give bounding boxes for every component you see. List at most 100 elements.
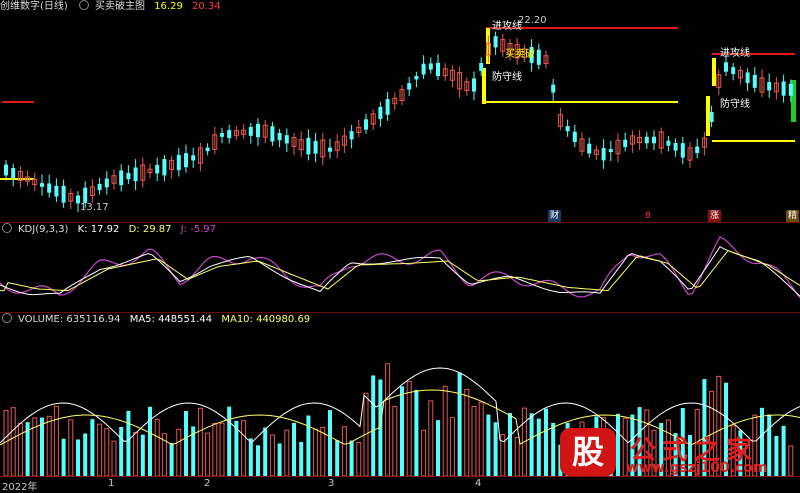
candle-body (709, 112, 714, 122)
kdj-d-value: D: 29.87 (128, 224, 172, 235)
candle-body (658, 131, 664, 149)
axis-label-mar: 3 (328, 478, 335, 489)
candle-body (421, 63, 426, 75)
candle-body (40, 183, 44, 187)
volume-bar (3, 410, 9, 476)
volume-bar (688, 434, 692, 476)
volume-value: VOLUME: 635116.94 (18, 314, 121, 325)
candle-body (680, 143, 685, 158)
volume-toggle-icon[interactable] (2, 313, 12, 323)
volume-bar (299, 441, 304, 476)
break-label: 买卖破 (505, 49, 535, 60)
volume-bar (306, 415, 311, 476)
candle-body (162, 159, 167, 176)
volume-bar (486, 414, 491, 476)
volume-bar (385, 363, 391, 476)
volume-bar (133, 431, 139, 476)
axis-label-jan: 1 (108, 478, 115, 489)
volume-bar (234, 420, 239, 476)
candlestick-chart[interactable] (0, 0, 800, 222)
candle-body (767, 81, 772, 91)
candle-body (119, 170, 124, 186)
candle-body (673, 143, 678, 151)
tag-cai[interactable]: 财 (548, 210, 562, 222)
volume-bar (176, 428, 182, 476)
volume-panel[interactable]: VOLUME: 635116.94 MA5: 448551.44 MA10: 4… (0, 313, 800, 476)
k-line (0, 246, 800, 297)
kdj-chart[interactable] (0, 223, 800, 312)
candle-body (256, 123, 260, 138)
volume-bar (148, 406, 152, 476)
volume-bar (500, 434, 506, 476)
volume-bar (544, 408, 548, 476)
candle-body (428, 63, 433, 70)
axis-label-year: 2022年 (2, 482, 38, 493)
candle-body (587, 143, 592, 154)
signal-bar (791, 80, 796, 122)
candle-body (25, 176, 31, 182)
volume-bar (256, 445, 260, 476)
candle-body (4, 164, 8, 176)
volume-ma10: MA10: 440980.69 (221, 314, 311, 325)
price-panel[interactable]: 创维数字(日线) 买卖破主图 16.29 20.34 22.20 13.17 进… (0, 0, 800, 222)
d-line (0, 250, 800, 292)
volume-bar (46, 415, 52, 476)
volume-bar (53, 405, 59, 476)
candle-body (291, 137, 297, 147)
candle-body (788, 83, 793, 96)
volume-bar (349, 440, 354, 476)
volume-bar (414, 389, 419, 476)
volume-bar (508, 413, 512, 476)
volume-bar (154, 419, 160, 476)
volume-header: VOLUME: 635116.94 MA5: 448551.44 MA10: 4… (0, 313, 316, 327)
volume-bar (651, 429, 657, 476)
candle-body (11, 167, 16, 179)
candle-body (220, 133, 224, 137)
volume-bar (716, 375, 722, 476)
volume-ma5: MA5: 448551.44 (129, 314, 213, 325)
watermark-logo: 股 公式之家 www.gszj100.com (560, 428, 800, 480)
candle-body (731, 67, 736, 75)
candle-body (579, 138, 585, 152)
volume-bar (665, 419, 671, 476)
volume-bar (659, 422, 664, 476)
candle-body (601, 148, 606, 161)
volume-bar (673, 433, 678, 476)
volume-bar (140, 434, 145, 476)
volume-bar (428, 400, 434, 476)
candle-body (479, 63, 484, 71)
volume-bar (191, 426, 196, 476)
tag-zhang[interactable]: 涨 (708, 210, 722, 222)
candle-body (147, 168, 153, 174)
volume-bar (119, 426, 124, 476)
candle-body (83, 187, 88, 204)
tag-eight[interactable]: 8 (645, 211, 651, 221)
indicator-toggle-icon[interactable] (79, 0, 89, 10)
watermark-url: www.gszj100.com (626, 460, 768, 476)
volume-chart[interactable] (0, 313, 800, 476)
candle-body (197, 147, 203, 164)
panel-divider-2[interactable] (0, 312, 800, 313)
candle-body (500, 39, 506, 52)
candle-body (313, 140, 318, 154)
volume-bar (17, 423, 23, 476)
candle-body (356, 126, 362, 133)
kdj-header: KDJ(9,3,3) K: 17.92 D: 29.87 J: -5.97 (0, 223, 222, 237)
candle-body (32, 178, 38, 186)
attack-line-label: 进攻线 (492, 21, 522, 32)
signal-bar (482, 68, 486, 104)
tag-jing[interactable]: 精 (786, 210, 800, 222)
kdj-toggle-icon[interactable] (2, 223, 12, 233)
candle-body (334, 141, 340, 151)
candle-body (536, 49, 541, 65)
volume-bar (104, 428, 110, 476)
panel-divider[interactable] (0, 222, 800, 223)
kdj-panel[interactable]: KDJ(9,3,3) K: 17.92 D: 29.87 J: -5.97 (0, 223, 800, 312)
volume-bar (767, 414, 772, 476)
candle-body (507, 43, 513, 55)
volume-bar (68, 419, 74, 476)
volume-bar (680, 408, 685, 476)
candle-body (551, 84, 556, 93)
candle-body (565, 126, 570, 132)
volume-bar (464, 388, 470, 476)
